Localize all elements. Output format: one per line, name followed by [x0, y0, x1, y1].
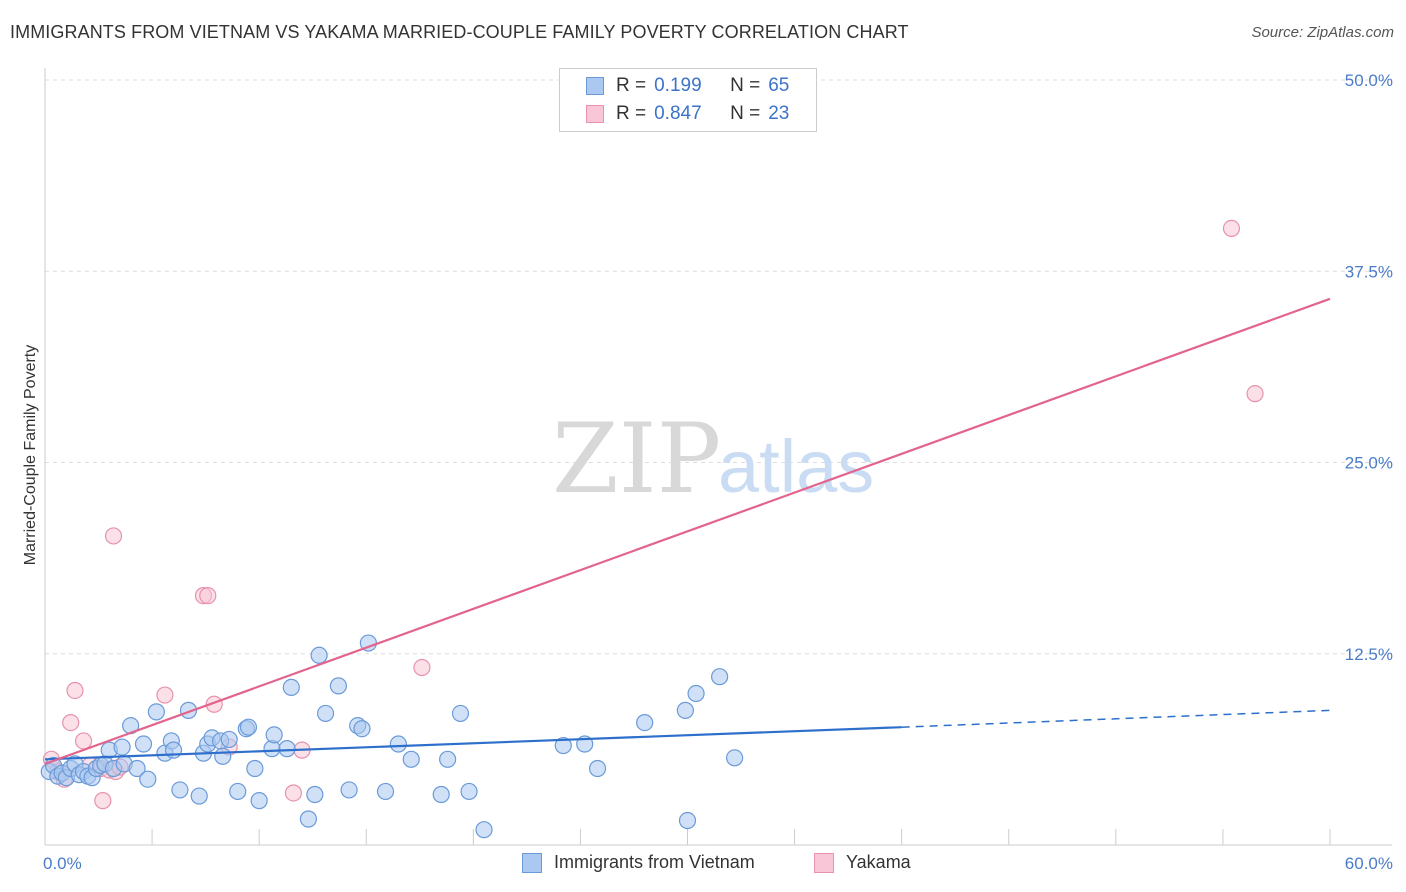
yakama-trend-line — [44, 297, 1331, 765]
legend-swatch-vietnam — [522, 852, 542, 873]
watermark: ZIP atlas — [552, 403, 874, 515]
watermark-zip: ZIP — [552, 403, 721, 515]
yakama-point — [62, 713, 80, 732]
yakama-point — [413, 658, 431, 677]
vietnam-point — [316, 704, 335, 723]
tick-labels: 12.5% 25.0% 37.5% 50.0% 0.0% 60.0% — [43, 71, 1393, 873]
legend-n-value: 23 — [768, 103, 790, 124]
y-tick-label: 37.5% — [1345, 262, 1393, 281]
legend-r-label: R = — [616, 75, 647, 96]
vietnam-point — [353, 720, 371, 738]
legend-n-value: 65 — [768, 75, 790, 96]
vietnam-point — [299, 810, 318, 828]
vietnam-point — [451, 704, 470, 723]
vietnam-point — [265, 726, 283, 744]
vietnam-point — [310, 646, 328, 664]
vietnam-point — [190, 787, 208, 805]
vietnam-point — [475, 821, 493, 839]
series-legend: Immigrants from Vietnam Yakama — [0, 852, 1406, 878]
vietnam-point — [171, 781, 189, 799]
legend-r-label: R = — [616, 103, 647, 124]
vietnam-point — [147, 703, 165, 721]
watermark-atlas: atlas — [718, 425, 874, 508]
vietnam-point — [678, 811, 697, 830]
yakama-point — [66, 681, 84, 700]
vietnam-point — [214, 747, 232, 765]
vietnam-point — [588, 759, 607, 778]
legend-item-vietnam[interactable]: Immigrants from Vietnam — [522, 852, 755, 873]
vietnam-point — [329, 677, 348, 695]
legend-r-value: 0.847 — [654, 103, 702, 124]
vietnam-point — [278, 740, 296, 758]
legend-n-label: N = — [730, 75, 761, 96]
legend-row-vietnam: R = 0.199 N = 65 — [586, 73, 789, 99]
vietnam-point — [128, 759, 146, 778]
vietnam-point — [711, 668, 729, 686]
legend-r-value: 0.199 — [654, 75, 702, 96]
yakama-point — [104, 527, 123, 545]
vietnam-point — [134, 735, 153, 753]
vietnam-point — [250, 792, 268, 810]
vietnam-point — [340, 781, 358, 799]
yakama-point — [199, 587, 217, 605]
legend-swatch-vietnam — [586, 77, 604, 95]
legend-swatch-yakama — [814, 852, 834, 873]
vietnam-trend-line — [44, 726, 902, 761]
yakama-point — [74, 732, 93, 750]
yakama-point — [94, 792, 112, 810]
legend-n-label: N = — [730, 103, 761, 124]
x-tick-label: 60.0% — [1345, 854, 1393, 873]
vietnam-trend-extension — [901, 709, 1331, 728]
vietnam-point — [460, 782, 478, 801]
legend-swatch-yakama — [586, 105, 604, 123]
yakama-point — [1222, 219, 1241, 238]
vietnam-point — [554, 736, 572, 755]
vietnam-point — [389, 735, 407, 753]
vietnam-point — [306, 785, 324, 804]
chart-title: IMMIGRANTS FROM VIETNAM VS YAKAMA MARRIE… — [10, 22, 909, 42]
vietnam-point — [239, 718, 258, 736]
vietnam-point — [229, 782, 247, 801]
y-tick-label: 12.5% — [1345, 645, 1393, 664]
source-label: Source: ZipAtlas.com — [1251, 24, 1394, 41]
legend-label-yakama: Yakama — [846, 852, 911, 872]
trend-lines — [44, 297, 1331, 765]
yakama-point — [284, 784, 303, 802]
correlation-legend: R = 0.199 N = 65 R = 0.847 N = 23 — [559, 68, 817, 132]
vietnam-point — [220, 730, 238, 749]
vietnam-point — [432, 785, 450, 804]
vietnam-point — [402, 750, 420, 768]
legend-item-yakama[interactable]: Yakama — [814, 852, 911, 873]
y-tick-label: 50.0% — [1345, 71, 1393, 90]
yakama-point — [156, 686, 174, 704]
legend-label-vietnam: Immigrants from Vietnam — [554, 852, 755, 872]
vietnam-point — [636, 713, 654, 732]
vietnam-point — [726, 749, 744, 767]
vietnam-point — [439, 750, 457, 768]
vietnam-points — [40, 634, 744, 839]
y-tick-label: 25.0% — [1345, 454, 1393, 473]
x-tick-label: 0.0% — [43, 854, 82, 873]
vietnam-point — [676, 701, 694, 719]
vietnam-point — [139, 770, 157, 788]
vietnam-point — [282, 678, 300, 697]
vietnam-point — [376, 782, 395, 801]
grid-lines — [45, 79, 1392, 655]
legend-row-yakama: R = 0.847 N = 23 — [586, 101, 789, 127]
yakama-point — [1246, 385, 1264, 403]
vietnam-point — [246, 759, 264, 778]
vietnam-point — [687, 684, 705, 703]
vietnam-point — [113, 738, 131, 756]
axes — [44, 68, 1392, 846]
